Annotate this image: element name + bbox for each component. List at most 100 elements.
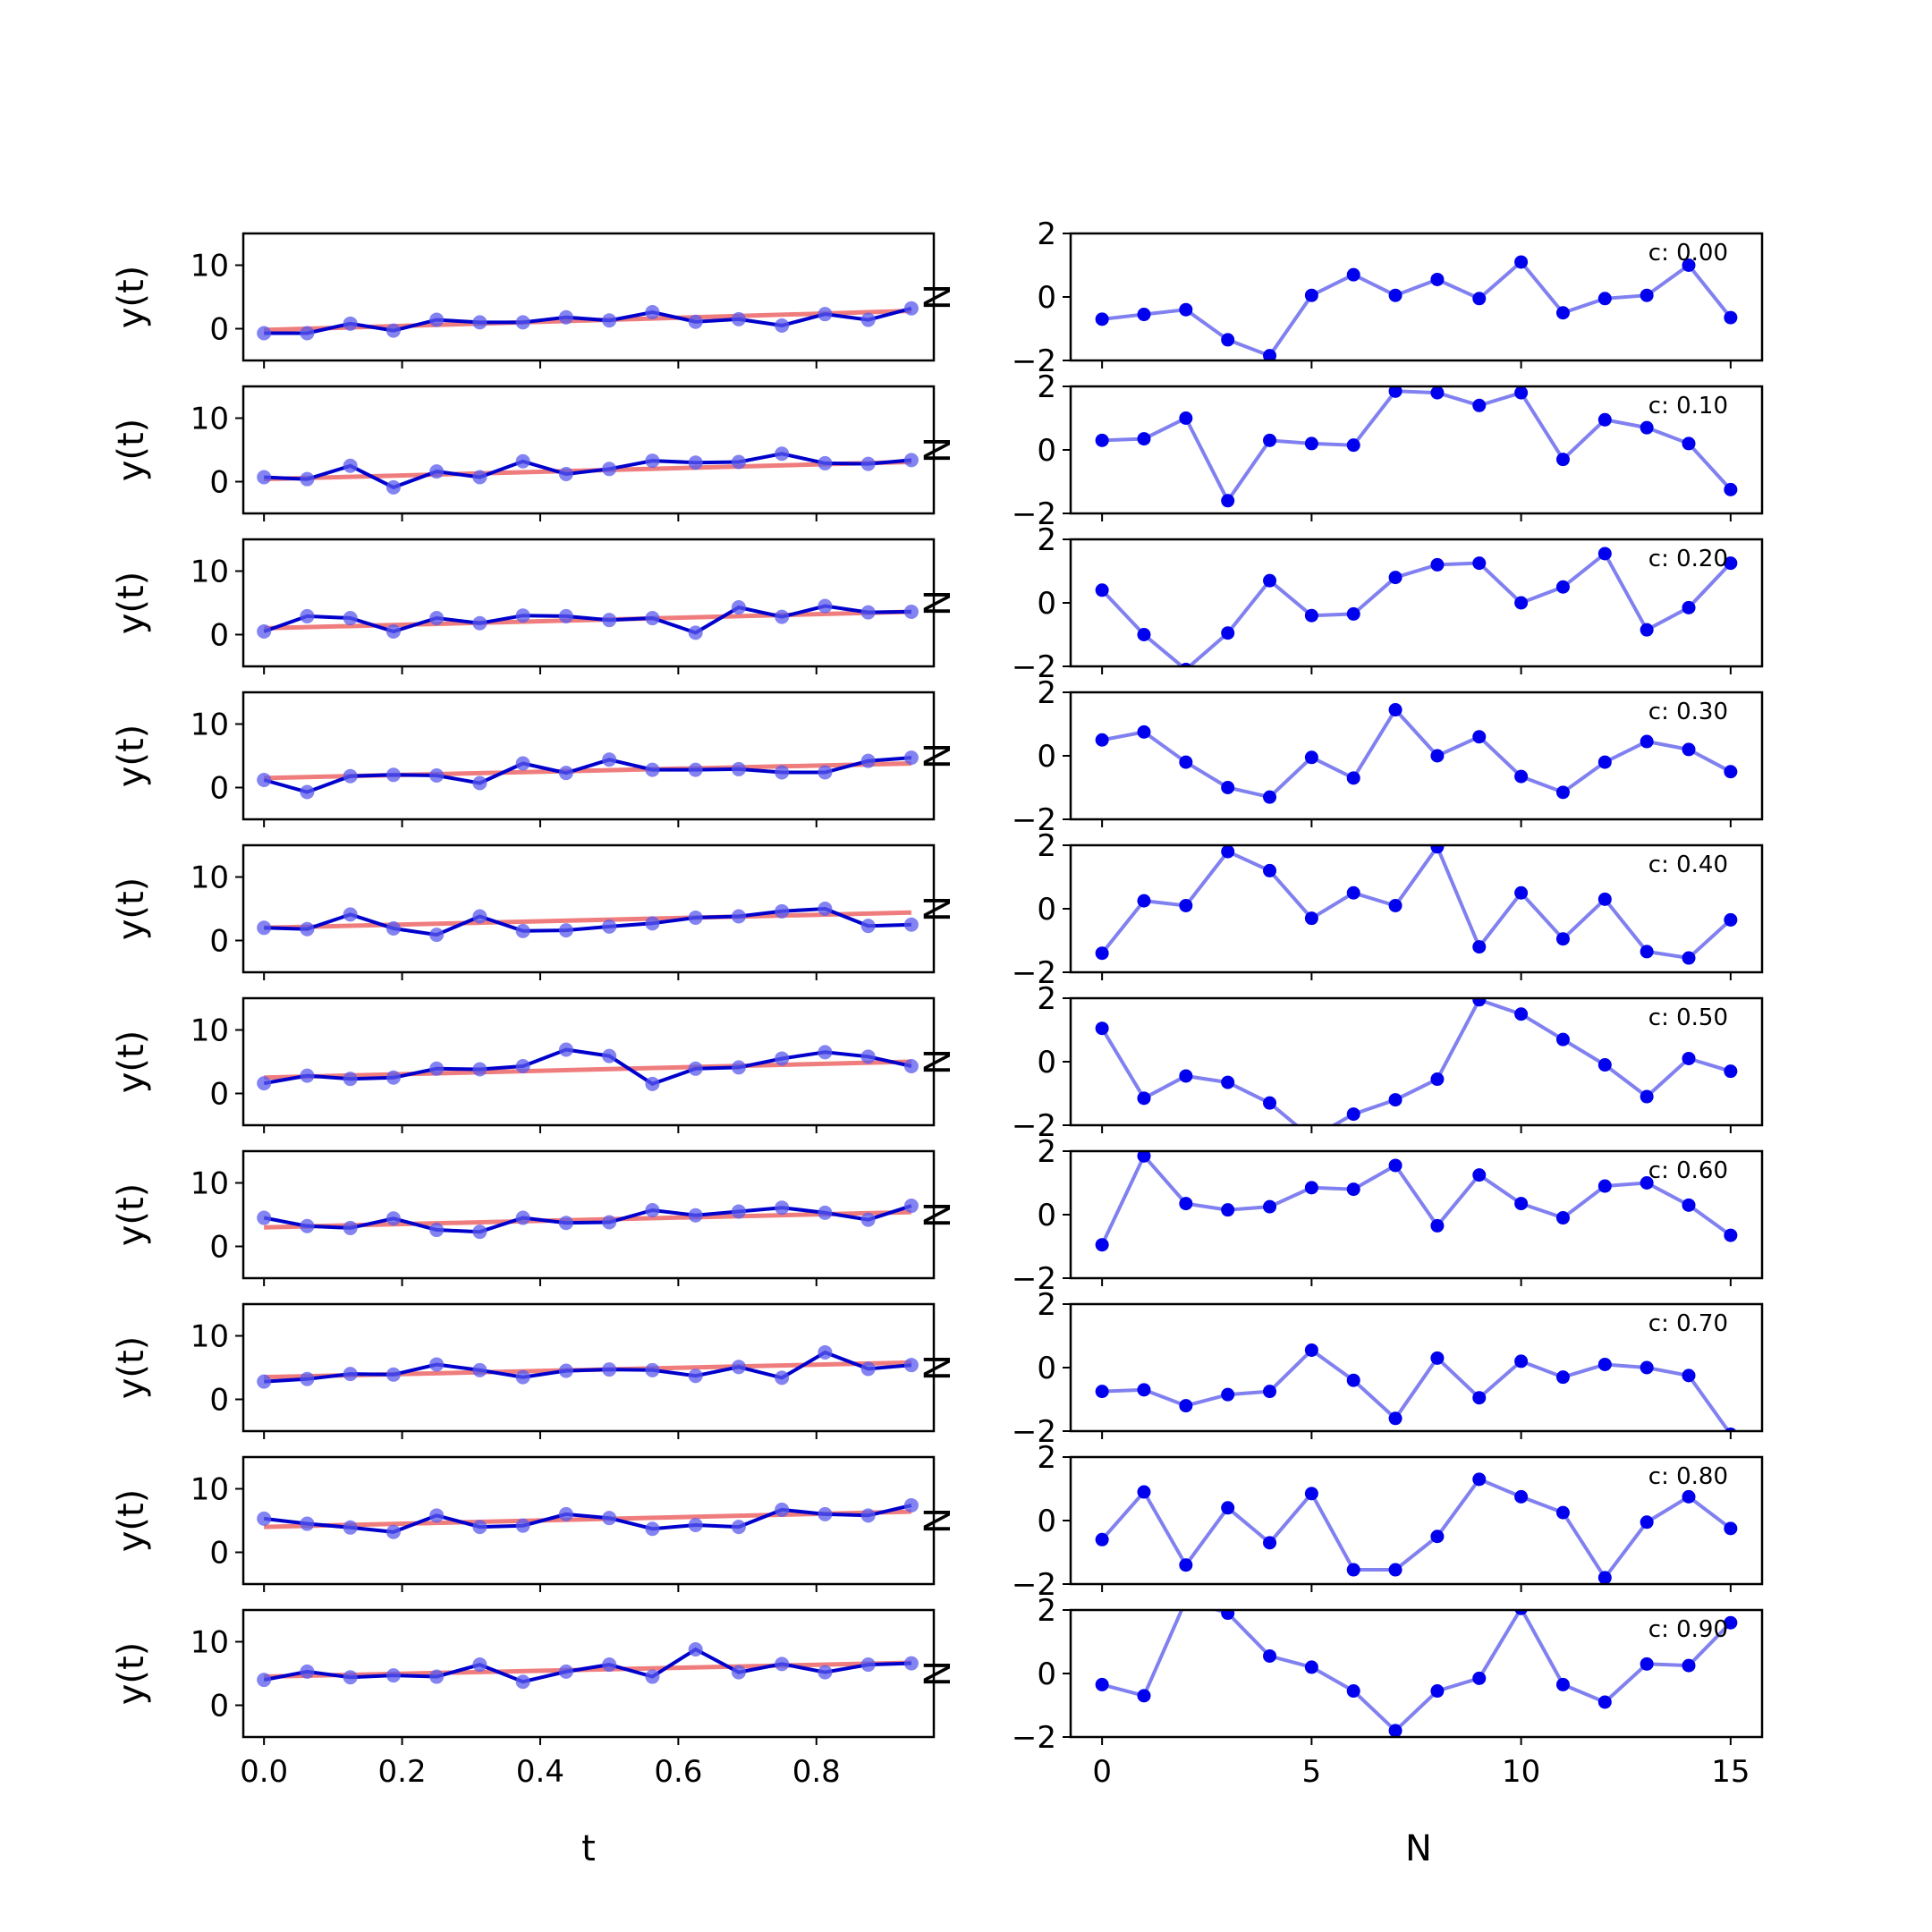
data-point xyxy=(903,1058,919,1073)
x-tick-label: 0.0 xyxy=(240,1754,288,1790)
data-point xyxy=(602,919,617,934)
data-point xyxy=(688,1642,703,1657)
y-tick-label: −2 xyxy=(1012,1567,1056,1603)
data-point xyxy=(645,1076,660,1091)
data-point xyxy=(602,1048,617,1063)
data-point xyxy=(602,462,617,477)
y-axis-label: y(t) xyxy=(111,266,152,329)
data-point xyxy=(860,753,876,768)
data-point xyxy=(343,1072,358,1087)
data-point xyxy=(860,1657,876,1673)
data-point xyxy=(645,611,660,626)
panel-annotation: c: 0.20 xyxy=(1648,546,1728,572)
y-axis-label: y(t) xyxy=(111,724,152,788)
left-panel: 0 10 y(t) xyxy=(111,538,936,674)
data-point xyxy=(1640,288,1654,302)
y-tick-label: 10 xyxy=(191,1625,229,1661)
data-point xyxy=(1430,557,1445,572)
series-line xyxy=(263,604,911,635)
data-point xyxy=(300,921,315,936)
data-point xyxy=(860,1508,876,1523)
data-point xyxy=(1597,1695,1612,1709)
data-point xyxy=(1472,292,1487,306)
y-tick-label: 0 xyxy=(1037,1351,1056,1386)
data-point xyxy=(558,766,573,781)
data-point xyxy=(1137,894,1151,908)
data-point xyxy=(1137,1689,1151,1703)
data-point xyxy=(515,1369,530,1385)
y-axis-label: N xyxy=(918,1660,959,1687)
data-point xyxy=(1640,623,1654,637)
left-axes-frame xyxy=(242,385,936,515)
data-point xyxy=(1724,1521,1738,1536)
y-tick-label: 0 xyxy=(209,1077,229,1113)
data-point xyxy=(386,767,401,783)
data-point xyxy=(257,1210,272,1225)
data-point xyxy=(1095,1385,1109,1399)
data-point xyxy=(257,772,272,787)
data-point xyxy=(343,1670,358,1685)
data-point xyxy=(1221,333,1235,347)
right-panel: −2 0 2 c: 0.50 N xyxy=(918,981,1764,1144)
data-point xyxy=(1472,398,1487,412)
data-point xyxy=(1304,1343,1318,1357)
right-panel: −2 0 2 c: 0.20 N xyxy=(918,522,1764,685)
data-point xyxy=(1640,420,1654,435)
left-panel: 0 10 0.0 0.2 0.4 0.6 0.8 y(t) xyxy=(111,1608,936,1790)
data-point xyxy=(688,910,703,925)
x-tick-label: 0 xyxy=(1092,1754,1112,1790)
data-point xyxy=(1682,1051,1696,1065)
data-point xyxy=(472,775,487,791)
data-point xyxy=(1597,892,1612,906)
data-point xyxy=(1724,912,1738,927)
data-point xyxy=(257,1673,272,1688)
y-tick-label: 10 xyxy=(191,708,229,743)
data-point xyxy=(472,315,487,330)
left-panel: 0 10 y(t) xyxy=(111,1455,936,1592)
data-point xyxy=(818,1665,833,1680)
data-point xyxy=(515,1674,530,1690)
panel-annotation: c: 0.00 xyxy=(1648,240,1728,267)
data-point xyxy=(386,479,401,495)
data-point xyxy=(1724,1064,1738,1079)
data-point xyxy=(1263,1648,1277,1663)
data-point xyxy=(257,1076,272,1091)
data-point xyxy=(1514,886,1529,900)
y-axis-label: N xyxy=(918,1048,959,1075)
y-tick-label: 0 xyxy=(209,1230,229,1266)
y-tick-label: 0 xyxy=(1037,280,1056,316)
data-point xyxy=(818,902,833,916)
data-point xyxy=(429,1223,445,1238)
right-panel: −2 0 2 c: 0.00 N xyxy=(918,216,1764,379)
data-point xyxy=(1095,1238,1109,1252)
y-tick-label: 2 xyxy=(1037,1287,1056,1323)
data-point xyxy=(429,312,445,327)
data-point xyxy=(1388,703,1402,717)
data-point xyxy=(257,623,272,639)
data-point xyxy=(602,313,617,328)
data-point xyxy=(1304,750,1318,765)
x-tick-label: 0.6 xyxy=(654,1754,702,1790)
data-point xyxy=(472,615,487,631)
y-axis-label: N xyxy=(918,1507,959,1534)
data-point xyxy=(818,1205,833,1220)
left-plot-area xyxy=(257,1497,919,1539)
left-plot-area xyxy=(257,446,919,495)
panel-annotation: c: 0.60 xyxy=(1648,1157,1728,1184)
data-point xyxy=(1179,411,1193,425)
data-point xyxy=(731,1060,746,1075)
panel-annotation: c: 0.70 xyxy=(1648,1310,1728,1337)
data-point xyxy=(558,1363,573,1378)
data-point xyxy=(1430,386,1445,400)
series-line xyxy=(1100,845,1733,961)
data-point xyxy=(300,1068,315,1083)
series-line xyxy=(264,906,911,937)
data-point xyxy=(257,1374,272,1389)
y-axis-label: N xyxy=(918,895,959,922)
data-point xyxy=(1430,1072,1445,1087)
data-point xyxy=(1179,1197,1193,1211)
data-point xyxy=(731,1665,746,1680)
series-line xyxy=(1101,1610,1733,1733)
data-point xyxy=(300,471,315,487)
